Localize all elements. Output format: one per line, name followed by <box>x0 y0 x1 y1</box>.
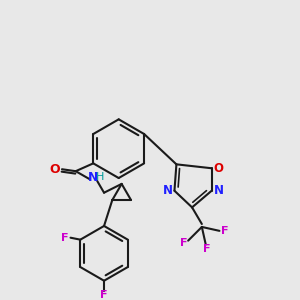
Text: F: F <box>220 226 228 236</box>
Text: F: F <box>179 238 187 248</box>
Text: F: F <box>203 244 211 254</box>
Text: O: O <box>50 163 60 176</box>
Text: F: F <box>61 233 68 243</box>
Text: H: H <box>96 172 104 182</box>
Text: O: O <box>214 162 224 175</box>
Text: N: N <box>214 184 224 197</box>
Text: N: N <box>163 184 172 197</box>
Text: N: N <box>88 171 98 184</box>
Text: F: F <box>100 290 108 300</box>
